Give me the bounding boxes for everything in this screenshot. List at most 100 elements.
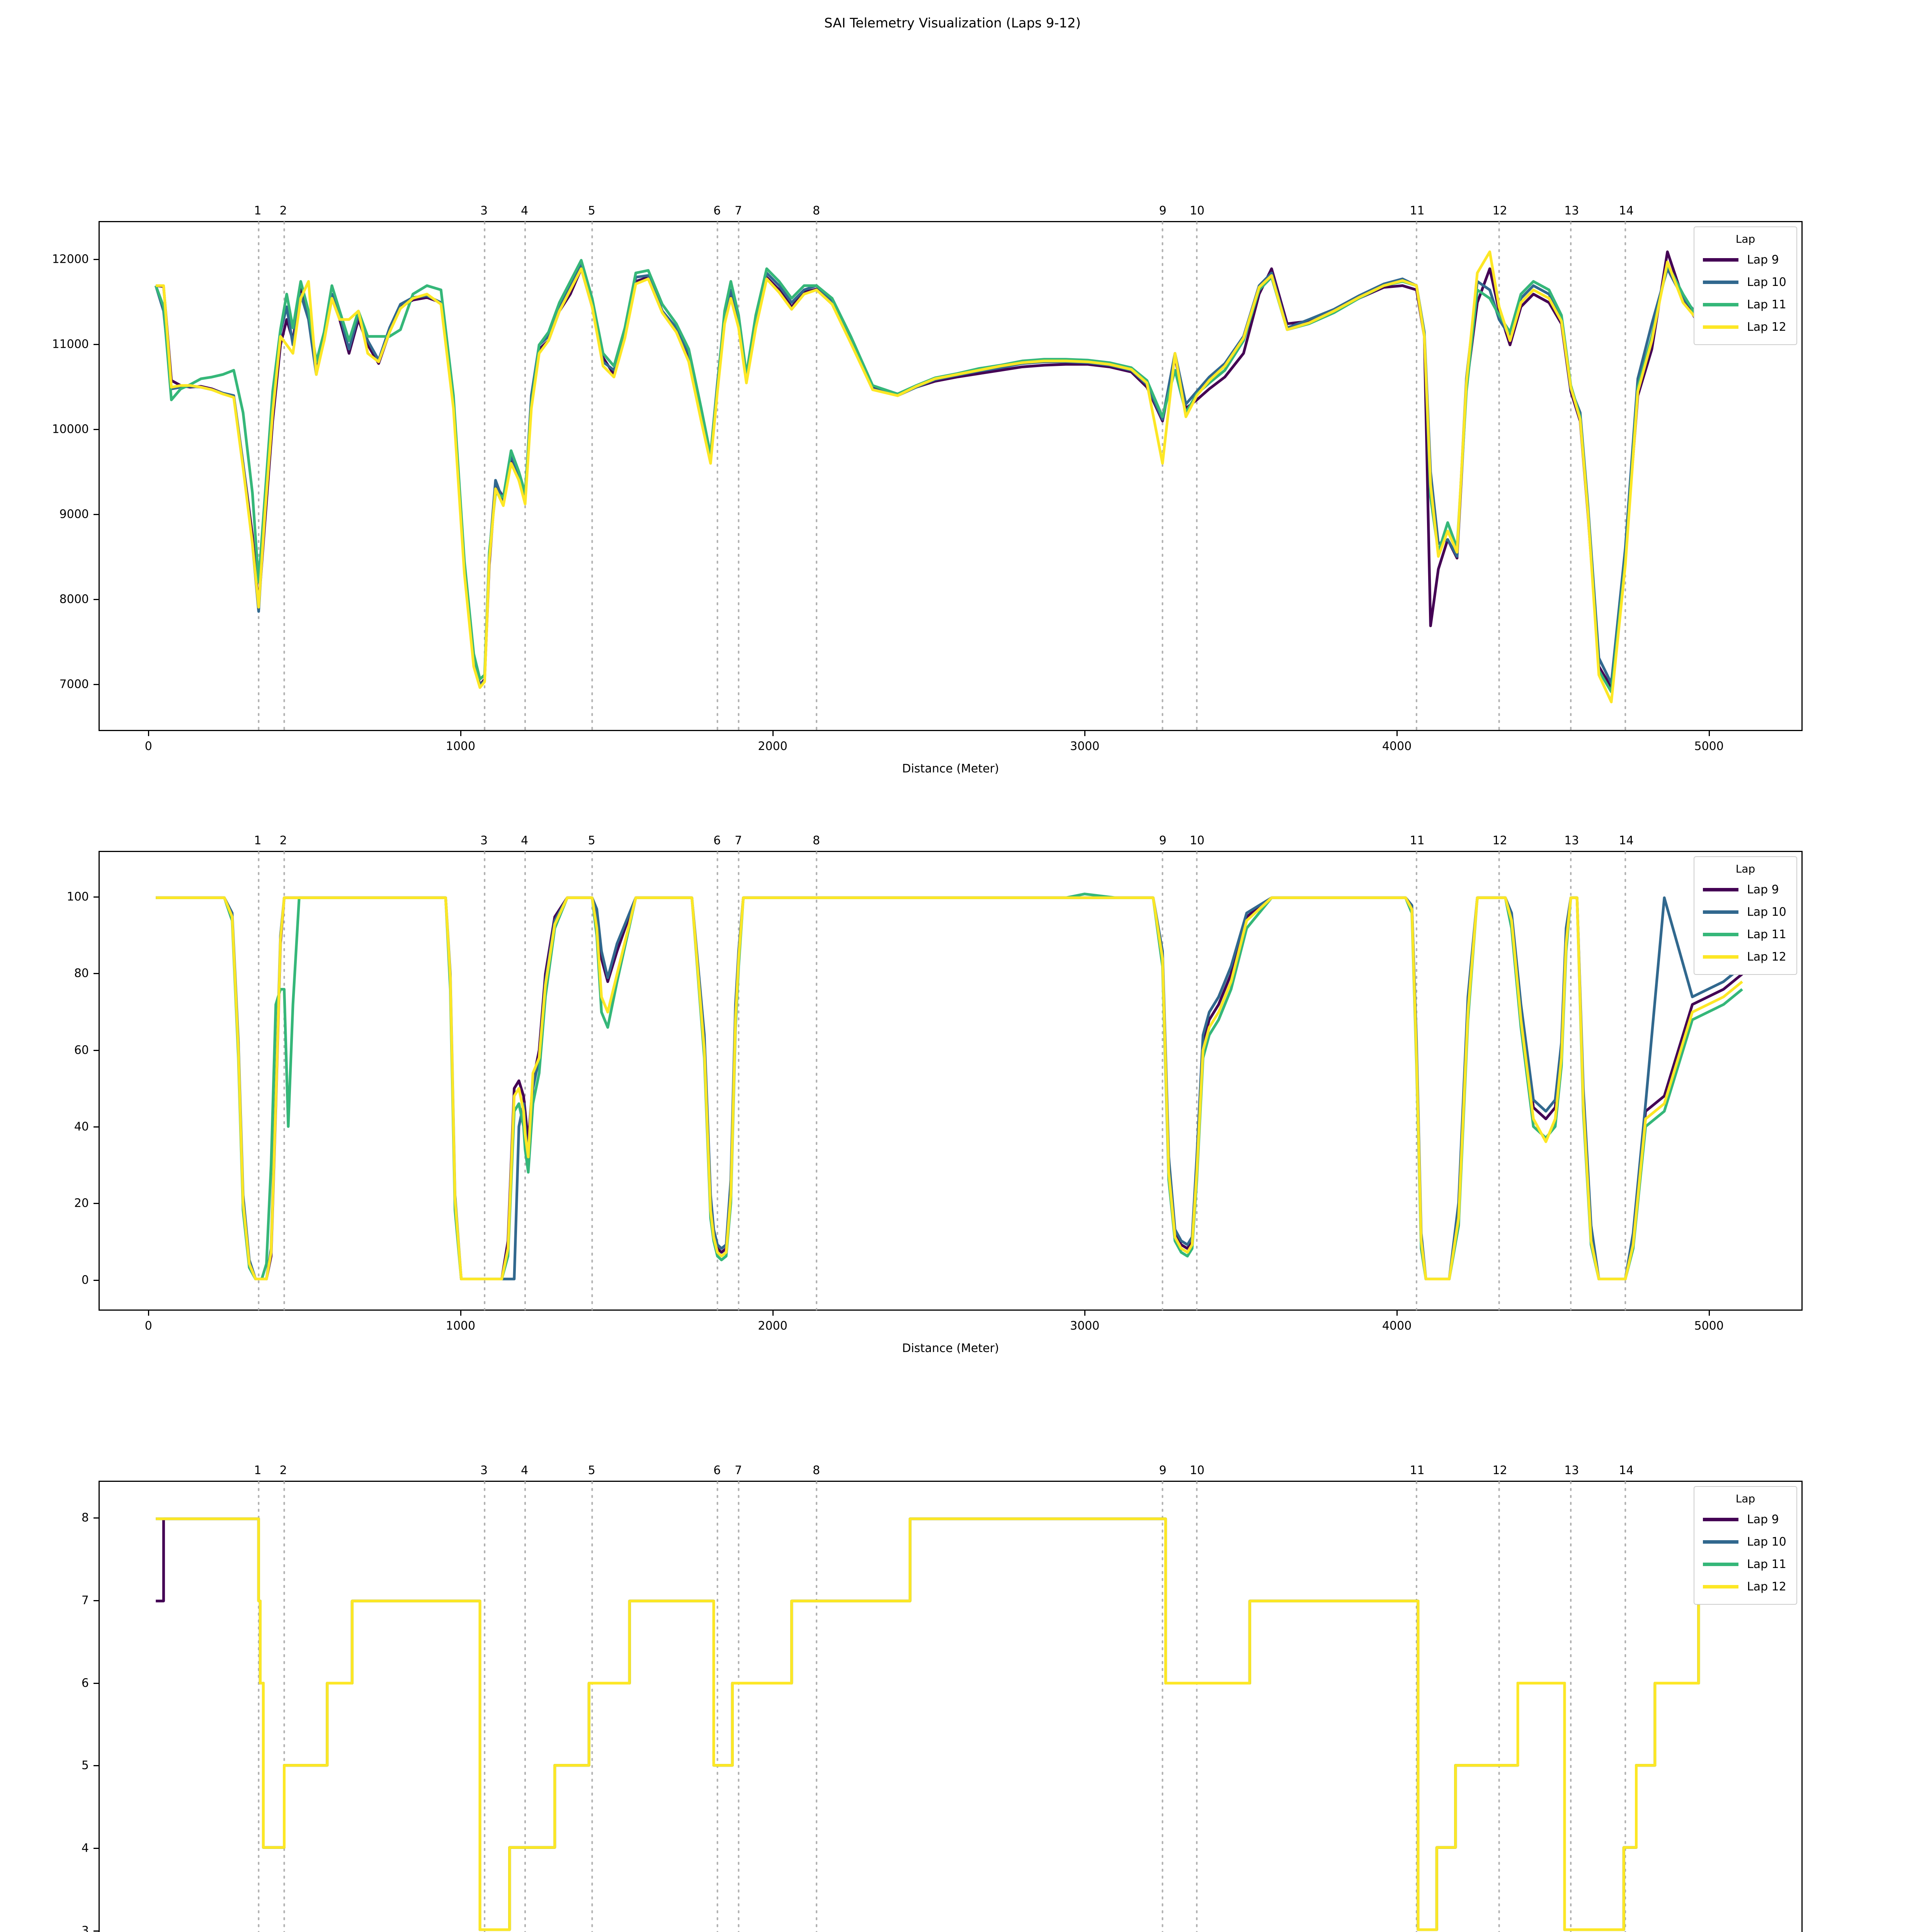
y-tick-label: 4 [81,1841,89,1855]
chart-panel-gear: 1234567891011121314345678Gear01000200030… [0,1461,1905,1932]
x-tick-label: 1000 [446,1319,476,1333]
legend-item-lap-10[interactable]: Lap 10 [1703,901,1788,923]
legend-item-label: Lap 10 [1747,1535,1786,1549]
x-tick-label: 0 [145,1319,152,1333]
corner-label-9: 9 [1159,204,1167,218]
legend-item-lap-9[interactable]: Lap 9 [1703,248,1788,271]
corner-label-7: 7 [735,834,742,847]
corner-label-6: 6 [713,204,721,218]
legend-item-lap-12[interactable]: Lap 12 [1703,1575,1788,1598]
plot-area-engine-rpm [99,221,1803,731]
legend-item-lap-9[interactable]: Lap 9 [1703,878,1788,901]
legend-item-lap-9[interactable]: Lap 9 [1703,1508,1788,1531]
corner-label-13: 13 [1564,204,1579,218]
x-axis-label: Distance (Meter) [902,1342,999,1355]
x-tick-mark [1396,731,1398,736]
corner-label-10: 10 [1189,204,1205,218]
legend-color-swatch [1703,1585,1738,1588]
y-tick-mark [94,1517,99,1519]
corner-label-1: 1 [254,1464,262,1477]
y-tick-label: 8000 [59,592,89,606]
x-tick-label: 1000 [446,740,476,753]
y-tick-label: 7 [81,1594,89,1607]
corner-label-5: 5 [588,834,595,847]
legend-item-lap-12[interactable]: Lap 12 [1703,316,1788,338]
y-tick-mark [94,1126,99,1128]
corner-label-1: 1 [254,204,262,218]
legend-item-label: Lap 11 [1747,927,1786,941]
x-tick-label: 5000 [1694,1319,1724,1333]
plot-area-gear [99,1481,1803,1932]
legend-item-lap-11[interactable]: Lap 11 [1703,923,1788,946]
legend-color-swatch [1703,1562,1738,1566]
x-axis-label: Distance (Meter) [902,762,999,776]
corner-label-9: 9 [1159,834,1167,847]
corner-label-5: 5 [588,204,595,218]
corner-label-4: 4 [520,1464,529,1477]
y-tick-label: 8 [81,1511,89,1525]
corner-label-3: 3 [480,834,488,847]
x-tick-mark [1396,1311,1398,1316]
corner-label-6: 6 [713,1464,721,1477]
corner-label-2: 2 [279,834,287,847]
y-tick-label: 40 [74,1120,89,1134]
y-tick-mark [94,973,99,975]
corner-label-1: 1 [254,834,262,847]
legend-item-label: Lap 12 [1747,320,1786,334]
corner-label-13: 13 [1564,834,1579,847]
series-line-lap-12 [156,1517,1742,1931]
y-tick-label: 0 [81,1273,89,1287]
corner-label-11: 11 [1410,204,1425,218]
legend-color-swatch [1703,258,1738,262]
legend-item-label: Lap 12 [1747,1580,1786,1594]
legend-item-label: Lap 12 [1747,950,1786,964]
legend-color-swatch [1703,932,1738,936]
x-tick-label: 2000 [758,1319,788,1333]
legend-item-lap-10[interactable]: Lap 10 [1703,1531,1788,1553]
y-tick-mark [94,344,99,345]
y-tick-label: 20 [74,1196,89,1210]
corner-label-8: 8 [813,204,820,218]
y-tick-label: 60 [74,1043,89,1057]
corner-label-3: 3 [480,204,488,218]
legend-item-label: Lap 10 [1747,905,1786,919]
y-tick-mark [94,1930,99,1932]
y-tick-mark [94,896,99,898]
legend-title: Lap [1735,1492,1755,1505]
corner-label-3: 3 [480,1464,488,1477]
corner-label-14: 14 [1619,834,1634,847]
series-line-lap-10 [156,1517,1742,1931]
y-tick-mark [94,1049,99,1051]
corner-label-7: 7 [735,204,742,218]
legend-color-swatch [1703,888,1738,891]
chart-panel-throttle-position: 1234567891011121314020406080100Throttle … [0,831,1905,1410]
corner-label-8: 8 [813,834,820,847]
x-tick-label: 4000 [1382,1319,1412,1333]
legend-throttle-position: Lap Lap 9 Lap 10 Lap 11 Lap 12 [1694,856,1797,975]
legend-color-swatch [1703,910,1738,914]
x-tick-mark [148,731,150,736]
corner-label-9: 9 [1159,1464,1167,1477]
x-tick-mark [1708,1311,1710,1316]
y-tick-mark [94,684,99,685]
legend-item-lap-10[interactable]: Lap 10 [1703,271,1788,293]
legend-item-lap-12[interactable]: Lap 12 [1703,946,1788,968]
corner-label-2: 2 [279,1464,287,1477]
series-line-lap-11 [156,893,1743,1281]
y-tick-label: 5 [81,1759,89,1772]
legend-item-lap-11[interactable]: Lap 11 [1703,293,1788,316]
y-tick-mark [94,514,99,515]
legend-item-label: Lap 11 [1747,298,1786,311]
series-line-lap-10 [154,263,1743,687]
series-line-lap-10 [156,896,1743,1281]
legend-item-lap-11[interactable]: Lap 11 [1703,1553,1788,1575]
x-tick-label: 5000 [1694,740,1724,753]
legend-color-swatch [1703,1517,1738,1521]
corner-label-10: 10 [1189,834,1205,847]
corner-label-13: 13 [1564,1464,1579,1477]
chart-panel-engine-rpm: 1 2 3 4 5 6 7 8 9 10 11 12 13 14 7000 8000 9000 10000 1100… [0,201,1905,819]
corner-label-5: 5 [588,1464,595,1477]
y-tick-mark [94,1682,99,1684]
x-tick-mark [460,731,461,736]
y-tick-mark [94,1203,99,1204]
